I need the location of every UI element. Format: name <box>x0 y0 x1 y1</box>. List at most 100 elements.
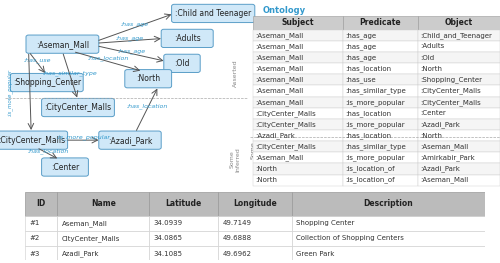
Text: :Amirkabir_Park: :Amirkabir_Park <box>420 154 475 161</box>
FancyBboxPatch shape <box>342 119 417 130</box>
Text: :Shopping_Center: :Shopping_Center <box>420 77 482 83</box>
Text: :Aseman_Mall: :Aseman_Mall <box>255 43 303 50</box>
Text: :Aseman_Mall: :Aseman_Mall <box>36 40 89 49</box>
Text: Name: Name <box>91 199 116 209</box>
Text: :North: :North <box>136 74 160 83</box>
Text: :Child_and_Teenager: :Child_and_Teenager <box>420 32 492 39</box>
Text: :Azadi_Park: :Azadi_Park <box>108 136 152 145</box>
Text: :North: :North <box>420 133 442 139</box>
Text: Ontology: Ontology <box>262 6 306 15</box>
FancyBboxPatch shape <box>418 85 500 97</box>
FancyBboxPatch shape <box>0 131 68 149</box>
FancyBboxPatch shape <box>252 52 342 63</box>
Text: 49.6888: 49.6888 <box>223 235 252 241</box>
FancyBboxPatch shape <box>252 85 342 97</box>
Text: Latitude: Latitude <box>166 199 202 209</box>
Text: Some
Inferred: Some Inferred <box>230 147 240 172</box>
Text: Asserted: Asserted <box>254 49 258 77</box>
Text: :Aseman_Mall: :Aseman_Mall <box>255 54 303 61</box>
FancyBboxPatch shape <box>164 54 200 73</box>
Text: :is_more_popular: :is_more_popular <box>345 99 405 105</box>
Text: :Aseman_Mall: :Aseman_Mall <box>255 99 303 105</box>
FancyBboxPatch shape <box>342 152 417 163</box>
Text: :has_age: :has_age <box>345 43 376 50</box>
Text: :Adults: :Adults <box>174 34 201 43</box>
Text: :CityCenter_Malls: :CityCenter_Malls <box>420 99 481 105</box>
FancyBboxPatch shape <box>418 141 500 152</box>
Text: :North: :North <box>420 66 442 72</box>
FancyBboxPatch shape <box>149 192 218 216</box>
FancyBboxPatch shape <box>25 216 57 231</box>
FancyBboxPatch shape <box>292 231 485 246</box>
Text: :has_similar_type: :has_similar_type <box>345 88 406 94</box>
FancyBboxPatch shape <box>418 119 500 130</box>
Text: Predicate: Predicate <box>359 18 401 27</box>
FancyBboxPatch shape <box>418 63 500 74</box>
Text: :has_location: :has_location <box>126 104 168 109</box>
Text: :Shopping_Center: :Shopping_Center <box>12 78 81 87</box>
Text: :has_location: :has_location <box>28 148 69 154</box>
FancyBboxPatch shape <box>252 74 342 85</box>
FancyBboxPatch shape <box>161 29 213 48</box>
Text: :Aseman_Mall: :Aseman_Mall <box>420 143 468 150</box>
FancyBboxPatch shape <box>252 175 342 186</box>
FancyBboxPatch shape <box>218 192 292 216</box>
FancyBboxPatch shape <box>418 108 500 119</box>
Text: :North: :North <box>255 166 277 172</box>
FancyBboxPatch shape <box>252 30 342 41</box>
FancyBboxPatch shape <box>25 246 57 261</box>
Text: #3: #3 <box>30 251 40 256</box>
Text: :Aseman_Mall: :Aseman_Mall <box>255 77 303 83</box>
FancyBboxPatch shape <box>342 97 417 108</box>
Text: #2: #2 <box>30 235 40 241</box>
FancyBboxPatch shape <box>342 108 417 119</box>
FancyBboxPatch shape <box>99 131 161 149</box>
FancyBboxPatch shape <box>342 16 417 30</box>
FancyBboxPatch shape <box>292 246 485 261</box>
FancyBboxPatch shape <box>252 152 342 163</box>
Text: Asserted: Asserted <box>232 59 237 87</box>
FancyBboxPatch shape <box>342 74 417 85</box>
FancyBboxPatch shape <box>342 175 417 186</box>
Text: :has_age: :has_age <box>116 35 144 41</box>
FancyBboxPatch shape <box>342 41 417 52</box>
Text: Green Park: Green Park <box>296 251 335 256</box>
FancyBboxPatch shape <box>26 35 99 53</box>
Text: :has_similar_type: :has_similar_type <box>345 143 406 150</box>
Text: :has_use: :has_use <box>24 58 52 63</box>
FancyBboxPatch shape <box>418 130 500 141</box>
Text: 34.0939: 34.0939 <box>154 220 183 226</box>
FancyBboxPatch shape <box>342 30 417 41</box>
FancyBboxPatch shape <box>125 70 172 88</box>
FancyBboxPatch shape <box>252 41 342 52</box>
Text: :has_location: :has_location <box>87 56 128 62</box>
Text: :Center: :Center <box>420 110 446 116</box>
FancyBboxPatch shape <box>252 163 342 175</box>
FancyBboxPatch shape <box>418 52 500 63</box>
Text: :is_more_popular: :is_more_popular <box>345 154 405 161</box>
FancyBboxPatch shape <box>418 41 500 52</box>
Text: :is_more_popular: :is_more_popular <box>8 69 13 116</box>
FancyBboxPatch shape <box>418 30 500 41</box>
Text: :Aseman_Mall: :Aseman_Mall <box>255 32 303 39</box>
Text: Some
Inferred: Some Inferred <box>250 137 262 162</box>
FancyBboxPatch shape <box>218 246 292 261</box>
Text: :has_location: :has_location <box>345 132 391 139</box>
Text: :North: :North <box>255 177 277 183</box>
Text: CityCenter_Malls: CityCenter_Malls <box>62 235 120 242</box>
FancyBboxPatch shape <box>10 73 83 92</box>
Text: Object: Object <box>444 18 473 27</box>
Text: :Aseman_Mall: :Aseman_Mall <box>255 154 303 161</box>
Text: :has_location: :has_location <box>345 110 391 117</box>
FancyBboxPatch shape <box>149 231 218 246</box>
FancyBboxPatch shape <box>57 246 149 261</box>
Text: Description: Description <box>364 199 414 209</box>
FancyBboxPatch shape <box>252 16 342 30</box>
Text: :Aseman_Mall: :Aseman_Mall <box>255 65 303 72</box>
FancyBboxPatch shape <box>252 108 342 119</box>
Text: Aseman_Mall: Aseman_Mall <box>62 220 108 227</box>
Text: :has_age: :has_age <box>345 32 376 39</box>
FancyBboxPatch shape <box>218 231 292 246</box>
Text: :Center: :Center <box>51 163 79 171</box>
FancyBboxPatch shape <box>418 152 500 163</box>
